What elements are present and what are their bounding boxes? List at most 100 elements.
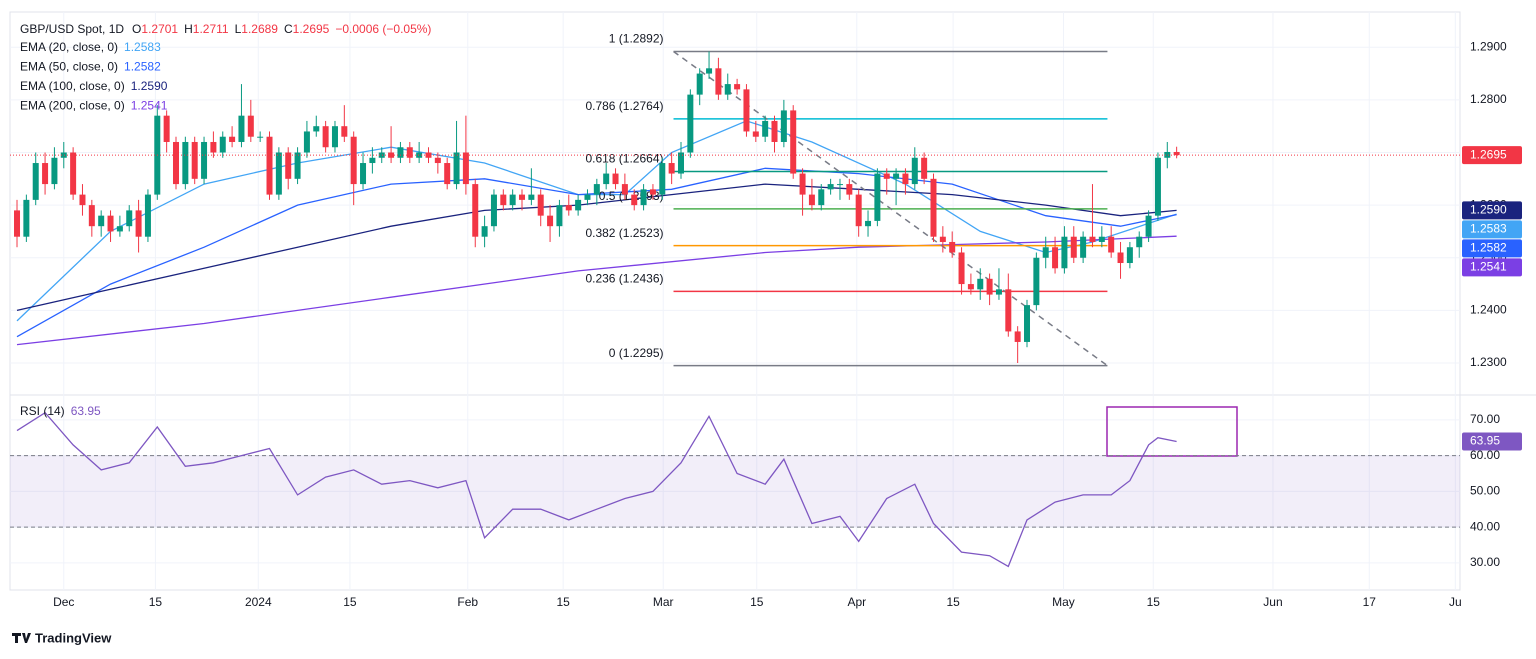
rsi-tick-label: 50.00 xyxy=(1470,484,1500,498)
legend-value: 1.2590 xyxy=(131,79,168,93)
fib-label: 0.236 (1.2436) xyxy=(585,272,663,286)
candle-body xyxy=(219,136,226,153)
candle-body xyxy=(397,147,404,158)
candle-body xyxy=(565,205,572,211)
candle-body xyxy=(275,152,282,195)
fib-label: 0.382 (1.2523) xyxy=(585,226,663,240)
candle-body xyxy=(266,136,273,195)
candle-body xyxy=(855,194,862,227)
candle-body xyxy=(547,215,554,227)
candle-body xyxy=(1005,289,1012,332)
candle-body xyxy=(238,115,245,142)
candle-body xyxy=(874,173,881,221)
grid xyxy=(10,12,1460,590)
rsi-name: RSI (14) xyxy=(20,404,65,418)
candle-body xyxy=(341,126,348,137)
rsi-tick-label: 70.00 xyxy=(1470,412,1500,426)
price-tag-label: 1.2583 xyxy=(1470,222,1507,236)
legend-header: GBP/USD Spot, 1D O1.2701 H1.2711 L1.2689 C1.… xyxy=(20,22,431,36)
x-tick-label: 17 xyxy=(1363,595,1377,609)
candle-body xyxy=(575,199,582,211)
candle-body xyxy=(528,194,535,200)
x-tick-label: 15 xyxy=(750,595,764,609)
x-tick-label: Apr xyxy=(847,595,866,609)
candle-body xyxy=(603,173,610,185)
candle-body xyxy=(537,194,544,216)
legend-entry: EMA (100, close, 0) 1.2590 xyxy=(20,79,168,93)
y-tick-label: 1.2800 xyxy=(1470,92,1507,106)
candle-body xyxy=(1014,331,1021,342)
candle-body xyxy=(303,131,310,153)
candle-body xyxy=(191,141,198,179)
candle-body xyxy=(144,194,151,237)
fib-label: 0.5 (1.2593) xyxy=(599,189,664,203)
candle-body xyxy=(322,126,329,148)
fib-label: 1 (1.2892) xyxy=(609,32,664,46)
legend-open: 1.2701 xyxy=(141,22,178,36)
x-tick-label: 15 xyxy=(149,595,163,609)
x-tick-label: Ju xyxy=(1449,595,1462,609)
candle-body xyxy=(331,126,338,148)
candle-body xyxy=(294,152,301,179)
price-tag-label: 1.2590 xyxy=(1470,203,1507,217)
price-tag xyxy=(1462,432,1522,451)
candle-body xyxy=(865,220,872,227)
legend-value: 1.2583 xyxy=(124,40,161,54)
price-tag xyxy=(1462,220,1522,239)
candle-body xyxy=(210,141,217,153)
rsi-tick-label: 60.00 xyxy=(1470,448,1500,462)
legend-name: EMA (200, close, 0) xyxy=(20,99,125,113)
x-tick-label: 15 xyxy=(1147,595,1161,609)
rsi-legend: RSI (14) 63.95 xyxy=(20,404,101,418)
x-tick-label: Dec xyxy=(53,595,74,609)
candle-body xyxy=(434,157,441,164)
y-tick-label: 1.2300 xyxy=(1470,355,1507,369)
rsi-tick-label: 30.00 xyxy=(1470,555,1500,569)
candle-body xyxy=(462,152,469,185)
candle-body xyxy=(135,210,142,237)
legend-h-label: H xyxy=(184,22,193,36)
candle-body xyxy=(659,163,666,195)
fib-label: 0.786 (1.2764) xyxy=(585,99,663,113)
legend-entry: EMA (20, close, 0) 1.2583 xyxy=(20,40,161,54)
candle-body xyxy=(752,131,759,137)
candle-body xyxy=(163,115,170,142)
price-tag-label: 1.2582 xyxy=(1470,241,1507,255)
candle-body xyxy=(621,184,628,195)
candle-body xyxy=(1098,236,1105,242)
candle-body xyxy=(846,184,853,195)
candle-body xyxy=(285,152,292,179)
candle-body xyxy=(42,163,49,185)
candle-body xyxy=(967,284,974,290)
candle-body xyxy=(126,210,133,227)
candle-body xyxy=(70,152,77,195)
candle-body xyxy=(799,173,806,195)
ema-line xyxy=(16,235,1177,346)
x-tick-label: Feb xyxy=(457,595,478,609)
legend-entry: EMA (50, close, 0) 1.2582 xyxy=(20,60,161,74)
legend-c-label: C xyxy=(284,22,293,36)
candle-body xyxy=(425,152,432,158)
x-tick-label: 15 xyxy=(946,595,960,609)
y-tick-label: 1.2900 xyxy=(1470,39,1507,53)
legend-entry: EMA (200, close, 0) 1.2541 xyxy=(20,99,168,113)
fib-label: 0 (1.2295) xyxy=(609,346,664,360)
legend-value: 1.2541 xyxy=(131,99,168,113)
candle-body xyxy=(1145,215,1152,237)
candle-body xyxy=(60,152,67,158)
candle-body xyxy=(1089,236,1096,242)
legend-name: EMA (100, close, 0) xyxy=(20,79,125,93)
candle-body xyxy=(416,152,423,158)
candle-body xyxy=(350,136,357,185)
candle-body xyxy=(949,241,956,253)
rsi-value: 63.95 xyxy=(71,404,101,418)
x-tick-label: Jun xyxy=(1263,595,1282,609)
candle-body xyxy=(406,147,413,158)
candle-body xyxy=(229,136,236,142)
fib-label: 0.618 (1.2664) xyxy=(585,152,663,166)
candle-body xyxy=(32,163,39,200)
candle-body xyxy=(818,189,825,206)
candle-body xyxy=(677,152,684,174)
candle-body xyxy=(1164,151,1171,158)
y-tick-label: 1.2400 xyxy=(1470,303,1507,317)
